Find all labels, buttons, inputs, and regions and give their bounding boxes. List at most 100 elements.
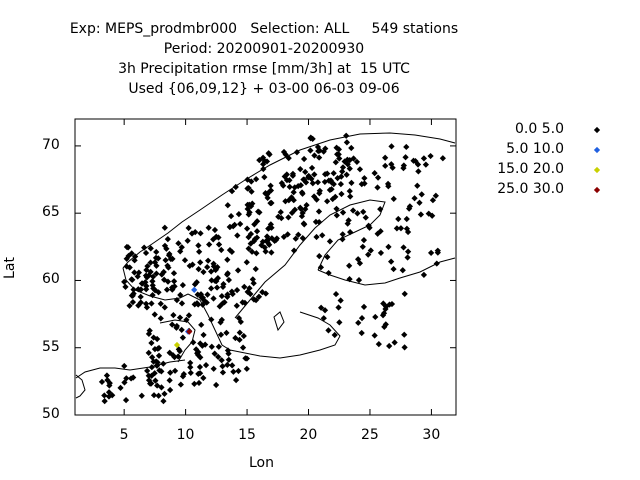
station-marker — [406, 203, 414, 210]
station-marker — [390, 195, 397, 202]
station-marker — [208, 268, 215, 275]
station-marker — [248, 248, 256, 255]
station-marker — [411, 195, 418, 202]
station-marker — [228, 248, 236, 255]
station-marker — [121, 278, 128, 285]
station-marker — [239, 344, 247, 351]
station-marker — [324, 198, 331, 205]
station-marker — [138, 392, 145, 399]
station-marker — [259, 289, 266, 296]
station-marker — [215, 353, 222, 360]
station-marker — [358, 315, 366, 322]
station-marker — [284, 231, 291, 238]
station-marker — [250, 296, 258, 303]
station-marker — [175, 240, 182, 247]
station-marker — [185, 224, 192, 232]
station-marker — [261, 174, 268, 181]
station-marker — [299, 190, 306, 197]
station-marker — [218, 357, 225, 364]
station-marker — [224, 361, 231, 368]
station-marker — [308, 164, 316, 172]
station-marker — [393, 225, 401, 232]
station-marker — [414, 182, 421, 189]
station-marker — [215, 234, 222, 241]
station-marker — [225, 276, 233, 284]
station-marker — [277, 209, 284, 216]
station-marker — [233, 302, 240, 309]
station-marker — [189, 261, 196, 268]
station-marker — [193, 279, 200, 286]
station-marker — [324, 253, 331, 261]
station-marker — [264, 194, 271, 202]
station-marker — [290, 247, 298, 254]
station-marker — [230, 368, 237, 375]
station-marker — [354, 210, 361, 217]
station-marker — [281, 173, 288, 180]
station-marker — [297, 205, 304, 212]
station-marker — [152, 377, 159, 384]
station-marker-highlight — [186, 328, 193, 335]
station-marker — [262, 248, 269, 255]
station-marker — [187, 359, 194, 366]
station-marker — [356, 166, 364, 173]
station-marker — [346, 262, 353, 269]
station-marker — [339, 168, 346, 175]
legend-marker — [593, 146, 601, 154]
station-marker — [151, 370, 158, 377]
station-marker — [333, 205, 340, 212]
station-marker — [295, 231, 302, 238]
station-marker — [215, 343, 222, 350]
station-marker — [305, 172, 312, 180]
station-marker — [145, 349, 152, 356]
station-marker — [177, 291, 184, 299]
station-marker — [278, 215, 285, 222]
station-marker — [359, 243, 366, 250]
station-marker — [224, 202, 231, 209]
station-marker — [210, 365, 217, 372]
station-marker — [401, 331, 408, 338]
station-marker — [137, 299, 144, 306]
station-marker — [143, 286, 150, 293]
station-marker — [243, 365, 250, 372]
station-marker — [195, 242, 202, 249]
station-marker — [151, 286, 158, 294]
station-marker — [153, 248, 160, 256]
station-marker — [220, 281, 227, 288]
station-marker — [379, 312, 387, 319]
station-marker — [190, 339, 197, 346]
y-tick-label: 65 — [42, 204, 60, 221]
chart-title-line-1: Exp: MEPS_prodmbr000 Selection: ALL 549 … — [69, 21, 459, 37]
station-marker — [289, 172, 296, 179]
station-marker — [130, 286, 137, 293]
station-marker — [302, 205, 309, 213]
station-marker — [339, 236, 346, 243]
station-marker — [322, 171, 329, 178]
station-marker — [229, 362, 236, 369]
station-marker — [211, 226, 219, 234]
station-marker — [211, 350, 218, 357]
station-marker — [245, 245, 252, 252]
station-marker — [204, 257, 212, 264]
station-marker — [292, 235, 299, 242]
station-marker — [227, 212, 235, 220]
station-marker — [205, 224, 212, 231]
station-marker — [246, 201, 253, 208]
station-marker — [183, 316, 190, 323]
station-marker — [268, 249, 275, 256]
legend-marker — [593, 166, 601, 174]
station-marker — [247, 290, 254, 298]
station-marker — [346, 188, 353, 195]
station-marker — [253, 234, 261, 241]
station-marker — [285, 214, 292, 221]
station-marker — [291, 184, 298, 191]
station-marker — [151, 311, 158, 318]
station-marker — [415, 168, 422, 175]
station-marker — [280, 233, 288, 240]
station-marker — [218, 292, 225, 300]
station-marker — [339, 231, 346, 238]
station-marker — [122, 397, 130, 404]
station-marker — [170, 270, 178, 277]
station-marker — [204, 291, 211, 298]
station-marker — [355, 276, 363, 284]
station-marker — [191, 380, 198, 388]
